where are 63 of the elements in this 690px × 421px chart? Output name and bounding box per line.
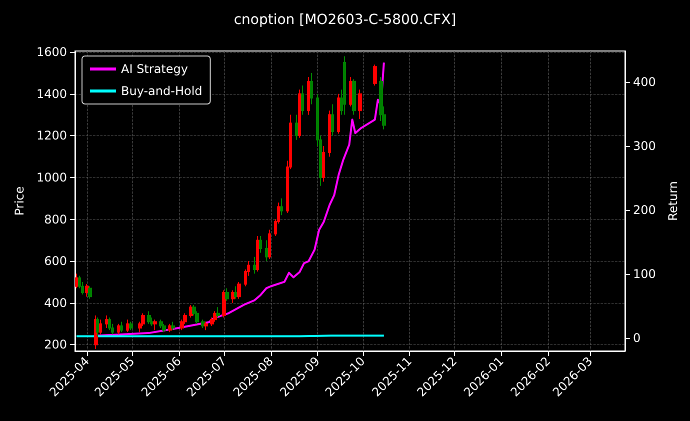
candlestick — [322, 146, 325, 182]
y2-tick-label: 300 — [633, 138, 656, 153]
candlestick — [268, 229, 271, 260]
y2-tick-label: 0 — [633, 331, 641, 346]
candlestick — [216, 306, 220, 318]
y-tick-label: 1600 — [36, 45, 67, 60]
candlestick — [126, 319, 129, 333]
candlestick — [99, 319, 102, 335]
candlestick — [298, 89, 301, 138]
candlestick — [328, 110, 331, 158]
candlestick — [352, 78, 356, 116]
legend-label: AI Strategy — [121, 62, 188, 76]
candlestick — [259, 236, 262, 254]
candlestick — [295, 114, 298, 140]
candlestick — [75, 273, 78, 289]
y-tick-label: 400 — [44, 296, 67, 310]
y-tick-label: 1000 — [36, 170, 67, 184]
candlestick — [373, 64, 377, 86]
candlestick — [129, 321, 133, 331]
candlestick — [159, 319, 163, 329]
candlestick — [231, 290, 235, 304]
candlestick — [88, 286, 92, 300]
y2-tick-label: 100 — [633, 267, 656, 282]
candlestick — [85, 284, 89, 298]
candlestick — [120, 321, 123, 333]
candlestick — [358, 89, 362, 120]
candlestick — [117, 323, 120, 335]
line-series — [96, 62, 385, 337]
candlestick — [105, 314, 108, 329]
candlestick — [337, 93, 340, 134]
candlestick — [237, 282, 241, 300]
candlestick — [153, 319, 157, 331]
candlestick — [108, 317, 111, 331]
candlestick — [168, 323, 172, 333]
candlestick — [222, 290, 226, 318]
y2-tick-label: 400 — [633, 74, 656, 89]
candlestick — [147, 310, 151, 324]
y2-axis-title: Return — [666, 181, 680, 221]
candlestick — [256, 236, 259, 272]
candlestick — [265, 240, 268, 262]
candlestick — [213, 310, 217, 322]
candlestick — [253, 256, 256, 274]
candlestick — [234, 286, 238, 300]
candlestick — [162, 323, 166, 333]
candlestick — [171, 321, 175, 331]
y2-tick-label: 200 — [633, 202, 656, 217]
y-tick-label: 600 — [44, 254, 67, 268]
candlestick — [301, 84, 304, 116]
candlestick — [225, 288, 229, 302]
chart-title: cnoption [MO2603-C-5800.CFX] — [234, 12, 456, 28]
y-tick-label: 200 — [44, 338, 67, 352]
y-tick-label: 800 — [44, 212, 67, 226]
candlestick — [201, 319, 205, 329]
candlestick — [204, 321, 208, 331]
legend-label: Buy-and-Hold — [121, 84, 202, 98]
candlestick — [310, 72, 313, 105]
y-axis-title: Price — [12, 186, 27, 216]
y-tick-label: 1400 — [36, 86, 67, 101]
candlestick — [280, 198, 283, 216]
candlestick — [331, 104, 334, 136]
candlestick — [343, 56, 346, 116]
candlestick — [307, 76, 310, 116]
y-tick-label: 1200 — [36, 128, 67, 143]
